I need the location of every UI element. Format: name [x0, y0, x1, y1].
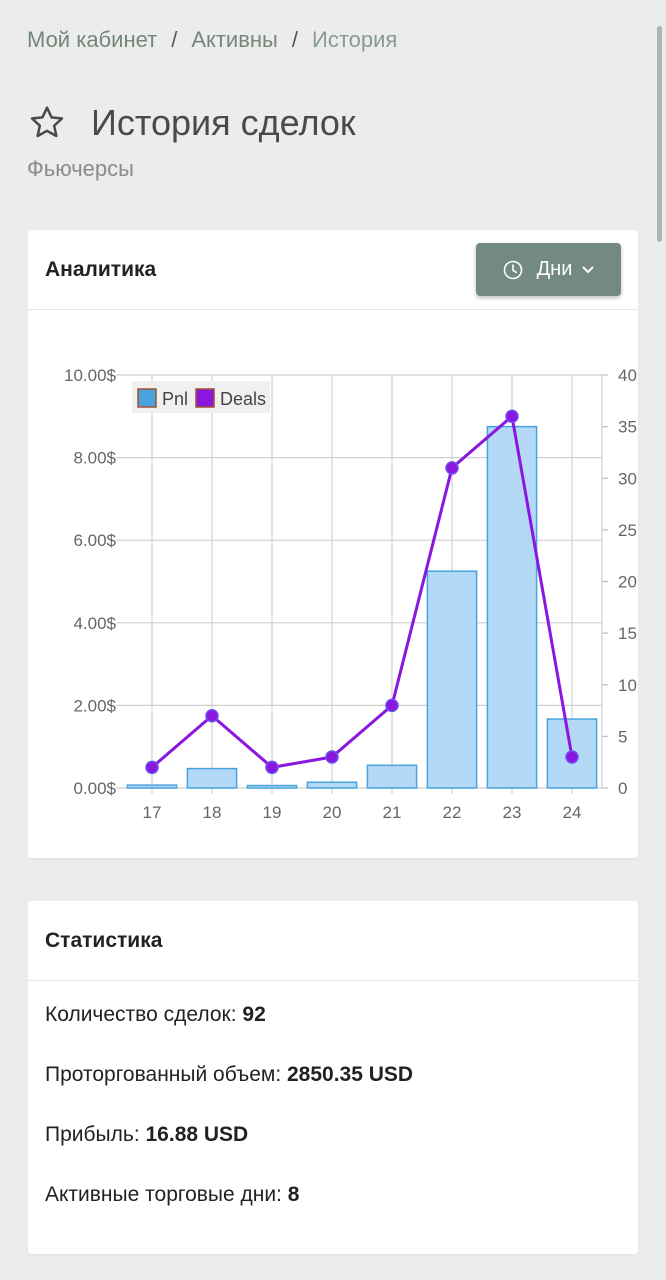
statistics-card: Статистика Количество сделок: 92 Проторг… — [28, 901, 638, 1254]
page-title: История сделок — [91, 102, 356, 143]
stat-traded-volume: Проторгованный объем: 2850.35 USD — [45, 1061, 621, 1121]
breadcrumb-item-history: История — [312, 27, 398, 52]
breadcrumb-separator: / — [171, 27, 178, 52]
y-left-tick-label: 4.00$ — [73, 614, 116, 633]
x-tick-label: 17 — [143, 803, 162, 822]
x-tick-label: 18 — [203, 803, 222, 822]
stat-value: 2850.35 USD — [287, 1063, 414, 1086]
analytics-card-header: Аналитика Дни — [28, 230, 638, 310]
stat-value: 8 — [287, 1183, 300, 1206]
page-header: История сделок — [27, 102, 356, 144]
period-dropdown-button[interactable]: Дни — [476, 243, 621, 296]
statistics-title: Статистика — [45, 928, 163, 952]
analytics-chart-svg: 0.00$ 2.00$ 4.00$ 6.00$ 8.00$ 10.00$ 0 5 10 15 20 2… — [64, 366, 637, 822]
stat-deals-count: Количество сделок: 92 — [45, 1001, 621, 1061]
y-right-tick-label: 25 — [618, 521, 637, 540]
point-deals — [565, 750, 579, 764]
stat-label: Проторгованный объем: — [45, 1063, 282, 1086]
bar-pnl — [126, 784, 178, 789]
breadcrumb-separator: / — [291, 27, 298, 52]
legend-swatch-pnl — [137, 388, 157, 408]
period-label: Дни — [536, 258, 573, 280]
y-right-tick-label: 0 — [618, 779, 627, 798]
x-tick-label: 22 — [443, 803, 462, 822]
stat-label: Количество сделок: — [45, 1003, 237, 1026]
breadcrumb-item-cabinet[interactable]: Мой кабинет — [27, 27, 158, 52]
x-tick-label: 19 — [263, 803, 282, 822]
stat-active-days: Активные торговые дни: 8 — [45, 1181, 621, 1241]
x-tick-label: 23 — [503, 803, 522, 822]
star-icon[interactable] — [27, 103, 67, 143]
y-right-tick-label: 5 — [618, 727, 627, 746]
line-deals — [151, 414, 574, 769]
analytics-title: Аналитика — [45, 257, 157, 281]
breadcrumb-item-active[interactable]: Активны — [191, 27, 278, 52]
x-tick-label: 21 — [383, 803, 402, 822]
statistics-body: Количество сделок: 92 Проторгованный объ… — [28, 981, 638, 1241]
analytics-card: Аналитика Дни 0.00$ 2.00$ 4.00$ 6.00$ 8.00$ 1… — [28, 230, 638, 858]
page-scrollbar[interactable] — [657, 26, 662, 242]
legend-label-pnl: Pnl — [162, 389, 188, 409]
legend-label-deals: Deals — [220, 389, 266, 409]
chevron-down-icon — [582, 266, 594, 273]
y-right-tick-label: 35 — [618, 418, 637, 437]
statistics-card-header: Статистика — [28, 901, 638, 981]
point-deals — [145, 760, 159, 775]
y-left-tick-label: 8.00$ — [73, 449, 116, 468]
stat-profit: Прибыль: 16.88 USD — [45, 1121, 621, 1181]
y-right-tick-label: 30 — [618, 469, 637, 488]
bar-pnl — [306, 781, 358, 789]
point-deals — [385, 698, 399, 713]
y-left-tick-label: 2.00$ — [73, 696, 116, 715]
y-right-tick-label: 10 — [618, 676, 637, 695]
point-deals — [265, 760, 279, 775]
bar-pnl — [426, 570, 478, 789]
clock-icon — [503, 260, 522, 279]
point-deals — [325, 750, 339, 764]
y-right-tick-label: 20 — [618, 573, 637, 592]
bar-pnl — [246, 784, 298, 789]
stat-value: 16.88 USD — [145, 1123, 249, 1146]
stat-label: Активные торговые дни: — [45, 1183, 282, 1206]
bar-pnl — [366, 764, 418, 789]
analytics-chart: 0.00$ 2.00$ 4.00$ 6.00$ 8.00$ 10.00$ 0 5 10 15 20 2… — [28, 311, 638, 858]
stat-label: Прибыль: — [45, 1123, 140, 1146]
stat-value: 92 — [242, 1003, 266, 1026]
y-right-tick-label: 15 — [618, 624, 637, 643]
point-deals — [205, 708, 219, 723]
page-subtitle: Фьючерсы — [27, 156, 134, 181]
point-deals — [445, 461, 459, 475]
y-left-tick-label: 10.00$ — [64, 366, 117, 385]
y-left-tick-label: 0.00$ — [73, 779, 116, 798]
bar-pnl — [186, 767, 238, 789]
legend-swatch-deals — [195, 388, 215, 408]
point-deals — [505, 409, 519, 424]
breadcrumb: Мой кабинет / Активны / История — [27, 27, 397, 53]
y-right-tick-label: 40 — [618, 366, 637, 385]
x-tick-label: 20 — [323, 803, 342, 822]
x-tick-label: 24 — [563, 803, 582, 822]
bar-pnl — [486, 425, 538, 789]
y-left-tick-label: 6.00$ — [73, 531, 116, 550]
